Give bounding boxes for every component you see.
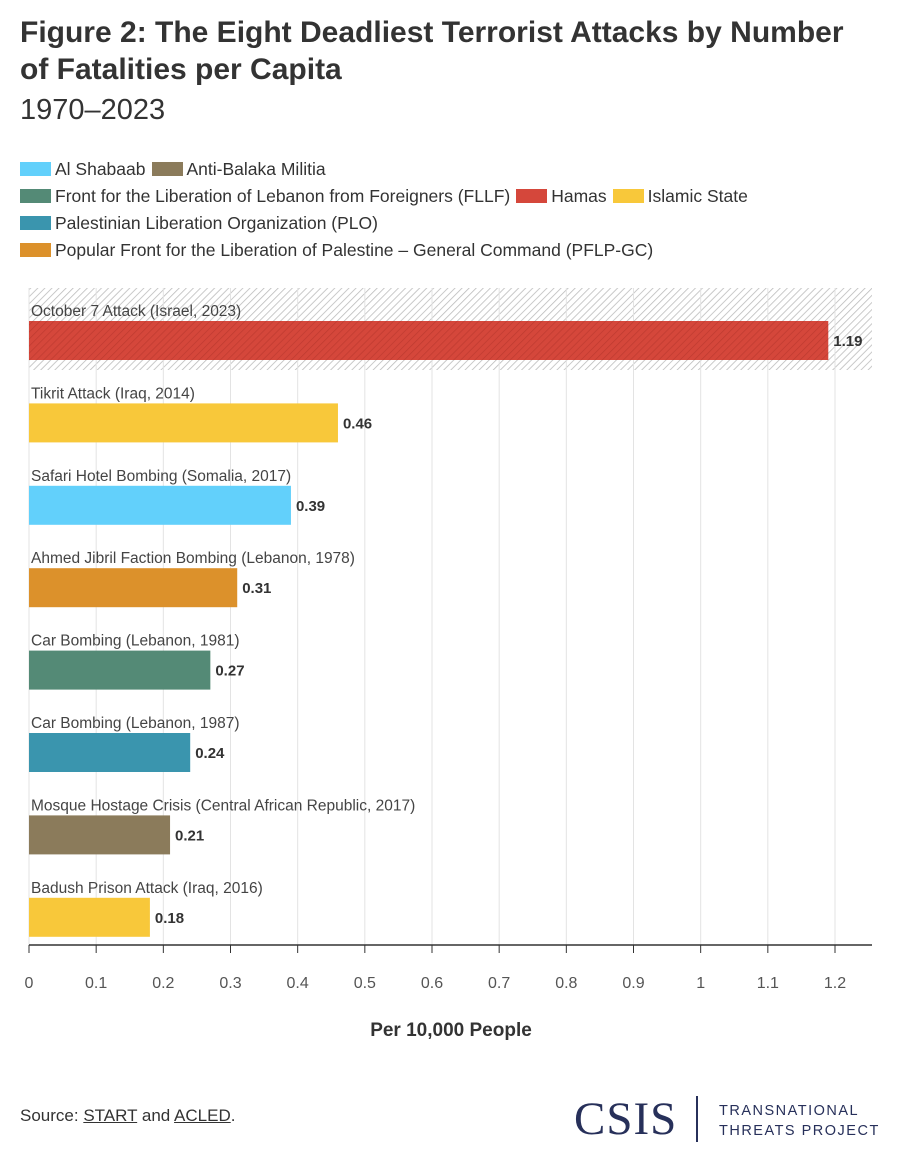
value-label: 0.24 — [195, 745, 225, 762]
bar — [29, 815, 171, 855]
bar — [29, 485, 291, 525]
bar — [29, 650, 211, 690]
csis-logo: CSIS — [574, 1093, 678, 1145]
value-label: 0.21 — [175, 827, 204, 844]
source-prefix: Source: — [20, 1106, 84, 1125]
tick-label: 0.3 — [219, 975, 241, 992]
acled-link[interactable]: ACLED — [174, 1106, 231, 1125]
x-axis-title: Per 10,000 People — [370, 1020, 532, 1041]
logo-divider — [696, 1096, 698, 1142]
legend-item: Palestinian Liberation Organization (PLO… — [20, 210, 378, 237]
category-label: Ahmed Jibril Faction Bombing (Lebanon, 1… — [31, 550, 355, 567]
legend-item: Al Shabaab — [20, 156, 146, 183]
tick-label: 0 — [25, 975, 34, 992]
bar — [29, 568, 238, 608]
chart-subtitle: 1970–2023 — [20, 94, 166, 126]
category-label: Safari Hotel Bombing (Somalia, 2017) — [31, 468, 291, 485]
legend-item: Anti-Balaka Militia — [151, 156, 326, 183]
bar — [29, 403, 338, 443]
tick-label: 0.1 — [85, 975, 107, 992]
tick-label: 0.9 — [622, 975, 644, 992]
category-label: Badush Prison Attack (Iraq, 2016) — [31, 880, 263, 897]
tick-label: 1 — [696, 975, 705, 992]
category-label: Car Bombing (Lebanon, 1987) — [31, 715, 240, 732]
legend-swatch — [20, 216, 51, 230]
value-label: 0.46 — [343, 415, 372, 432]
legend-label: Front for the Liberation of Lebanon from… — [55, 186, 511, 206]
category-label: October 7 Attack (Israel, 2023) — [31, 303, 241, 320]
legend-swatch — [20, 162, 51, 176]
legend-label: Al Shabaab — [55, 159, 146, 179]
legend: Al Shabaab Anti-Balaka Militia Front for t… — [20, 156, 880, 264]
source-note: Source: START and ACLED. — [20, 1106, 235, 1126]
bar — [29, 897, 150, 937]
category-label: Car Bombing (Lebanon, 1981) — [31, 633, 240, 650]
category-label: Mosque Hostage Crisis (Central African R… — [31, 797, 415, 814]
tick-label: 1.1 — [757, 975, 779, 992]
tick-label: 0.7 — [488, 975, 510, 992]
tick-label: 0.5 — [354, 975, 376, 992]
legend-swatch — [516, 189, 548, 203]
bar-hatch — [29, 321, 829, 360]
legend-label: Hamas — [551, 186, 607, 206]
legend-label: Popular Front for the Liberation of Pale… — [55, 240, 654, 260]
project-name-line2: THREATS PROJECT — [719, 1123, 880, 1139]
tick-label: 0.2 — [152, 975, 174, 992]
legend-swatch — [20, 243, 51, 257]
start-link[interactable]: START — [83, 1106, 138, 1125]
category-label: Tikrit Attack (Iraq, 2014) — [31, 385, 195, 402]
tick-label: 0.8 — [555, 975, 577, 992]
legend-item: Hamas — [516, 183, 607, 210]
tick-label: 1.2 — [824, 975, 846, 992]
legend-item: Front for the Liberation of Lebanon from… — [20, 183, 510, 210]
tick-label: 0.6 — [421, 975, 443, 992]
legend-item: Islamic State — [612, 183, 748, 210]
tick-label: 0.4 — [287, 975, 309, 992]
legend-label: Palestinian Liberation Organization (PLO… — [55, 213, 378, 233]
legend-label: Anti-Balaka Militia — [186, 159, 326, 179]
legend-swatch — [20, 189, 51, 203]
value-label: 0.18 — [155, 910, 184, 927]
source-and: and — [137, 1106, 175, 1125]
project-name-line1: TRANSNATIONAL — [719, 1103, 860, 1119]
legend-label: Islamic State — [647, 186, 748, 206]
value-label: 0.39 — [296, 498, 325, 515]
value-label: 1.19 — [833, 333, 862, 350]
source-suffix: . — [230, 1106, 236, 1125]
bar — [29, 733, 191, 772]
legend-swatch — [151, 162, 183, 176]
chart-title: Figure 2: The Eight Deadliest Terrorist … — [20, 16, 844, 86]
legend-item: Popular Front for the Liberation of Pale… — [20, 237, 653, 264]
project-name: TRANSNATIONAL THREATS PROJECT — [719, 1101, 880, 1141]
value-label: 0.31 — [242, 580, 271, 597]
legend-swatch — [612, 189, 644, 203]
value-label: 0.27 — [215, 663, 244, 680]
